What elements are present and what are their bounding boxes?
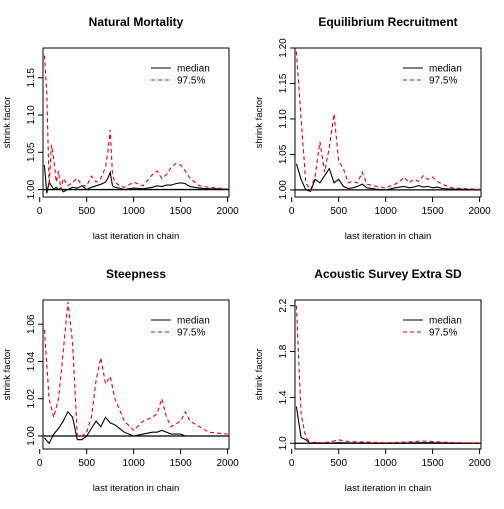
- x-tick-label: 1500: [169, 206, 192, 217]
- y-axis-label: shrink factor: [2, 97, 13, 149]
- y-tick-label: 2.2: [278, 298, 289, 312]
- panel-1: Natural Mortality 0 500 1000 1500 2000 1.00 1.0…: [2, 15, 239, 242]
- legend-label: median: [177, 64, 210, 75]
- x-axis-label: last iteration in chain: [93, 483, 180, 494]
- x-tick-label: 0: [289, 206, 295, 217]
- x-tick-label: 1500: [421, 458, 444, 469]
- x-axis-label: last iteration in chain: [93, 231, 180, 242]
- y-tick-label: 1.15: [26, 68, 37, 88]
- y-tick-label: 1.0: [278, 436, 289, 450]
- x-tick-label: 1000: [123, 206, 146, 217]
- series-line-median: [295, 406, 480, 444]
- y-tick-label: 1.02: [26, 389, 37, 409]
- legend-label: 97.5%: [429, 76, 457, 87]
- x-tick-label: 500: [78, 206, 95, 217]
- y-axis-label: shrink factor: [2, 349, 13, 401]
- x-tick-label: 1000: [375, 206, 398, 217]
- series-line-median: [43, 164, 228, 194]
- x-tick-label: 2000: [468, 206, 491, 217]
- panel-title: Equilibrium Recruitment: [318, 15, 457, 29]
- series-line-median: [295, 163, 480, 192]
- plot-frame: [294, 299, 482, 450]
- y-tick-label: 1.20: [278, 38, 289, 58]
- y-tick-label: 1.05: [278, 144, 289, 164]
- y-tick-label: 1.00: [26, 426, 37, 446]
- series-line-upper: [295, 305, 480, 444]
- y-tick-label: 1.04: [26, 351, 37, 371]
- plot-frame: [294, 47, 482, 198]
- y-tick-label: 1.4: [278, 390, 289, 404]
- y-tick-label: 1.05: [26, 142, 37, 162]
- y-axis-label: shrink factor: [254, 97, 265, 149]
- x-tick-label: 0: [37, 206, 43, 217]
- legend-label: median: [429, 316, 462, 327]
- x-tick-label: 0: [289, 458, 295, 469]
- panel-title: Steepness: [106, 267, 166, 281]
- y-tick-label: 1.06: [26, 314, 37, 334]
- plot-frame: [42, 47, 230, 198]
- y-tick-label: 1.15: [278, 73, 289, 93]
- legend-label: 97.5%: [177, 76, 205, 87]
- x-tick-label: 0: [37, 458, 43, 469]
- legend-label: 97.5%: [429, 328, 457, 339]
- panel-4: Acoustic Survey Extra SD 0 500 1000 1500 2000…: [254, 267, 491, 494]
- x-tick-label: 2000: [216, 458, 239, 469]
- x-tick-label: 2000: [468, 458, 491, 469]
- panel-title: Natural Mortality: [89, 15, 184, 29]
- x-axis-label: last iteration in chain: [345, 231, 432, 242]
- x-tick-label: 500: [330, 458, 347, 469]
- y-tick-label: 1.8: [278, 344, 289, 358]
- x-tick-label: 1000: [375, 458, 398, 469]
- x-tick-label: 500: [78, 458, 95, 469]
- series-line-median: [43, 410, 228, 445]
- x-tick-label: 500: [330, 206, 347, 217]
- y-tick-label: 1.10: [278, 109, 289, 129]
- panel-3: Steepness 0 500 1000 1500 2000 1.00 1.02 1.04 1.0…: [2, 267, 239, 494]
- y-axis-label: shrink factor: [254, 349, 265, 401]
- y-tick-label: 1.10: [26, 105, 37, 125]
- y-tick-label: 1.00: [26, 179, 37, 199]
- x-tick-label: 2000: [216, 206, 239, 217]
- x-tick-label: 1500: [169, 458, 192, 469]
- plot-frame: [42, 299, 230, 450]
- series-line-upper: [43, 55, 228, 190]
- x-axis-label: last iteration in chain: [345, 483, 432, 494]
- panel-title: Acoustic Survey Extra SD: [314, 267, 462, 281]
- y-tick-label: 1.00: [278, 180, 289, 200]
- series-line-upper: [43, 301, 228, 437]
- legend-label: 97.5%: [177, 328, 205, 339]
- x-tick-label: 1500: [421, 206, 444, 217]
- panel-2: Equilibrium Recruitment 0 500 1000 1500 2000 1…: [254, 15, 491, 242]
- x-tick-label: 1000: [123, 458, 146, 469]
- legend-label: median: [429, 64, 462, 75]
- legend-label: median: [177, 316, 210, 327]
